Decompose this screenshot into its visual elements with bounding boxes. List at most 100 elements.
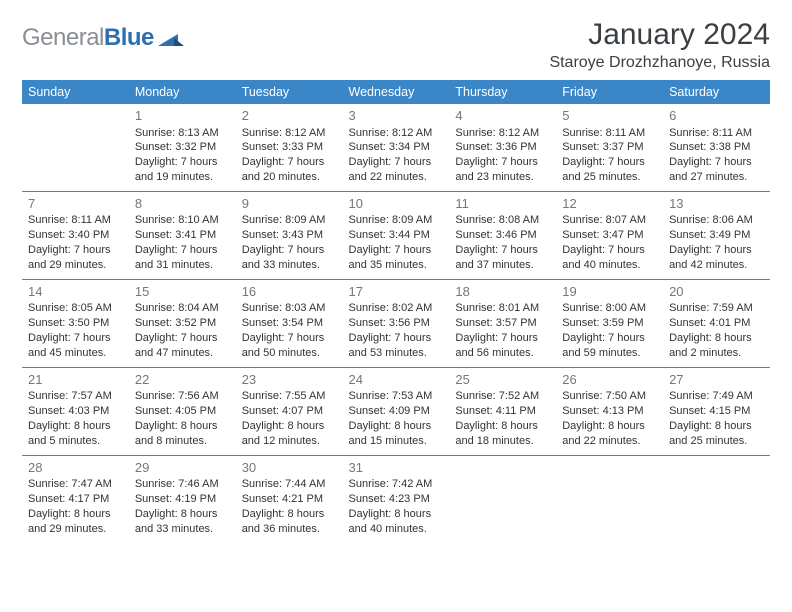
sunset-line: Sunset: 3:56 PM [349, 316, 444, 331]
day-number: 11 [455, 195, 550, 213]
daylight-line: Daylight: 7 hours [28, 331, 123, 346]
daylight-line: and 29 minutes. [28, 522, 123, 537]
daylight-line: and 5 minutes. [28, 434, 123, 449]
calendar-cell: 18Sunrise: 8:01 AMSunset: 3:57 PMDayligh… [449, 279, 556, 367]
location-subtitle: Staroye Drozhzhanoye, Russia [549, 54, 770, 72]
sunset-line: Sunset: 4:17 PM [28, 492, 123, 507]
calendar-cell: 3Sunrise: 8:12 AMSunset: 3:34 PMDaylight… [343, 104, 450, 191]
sunset-line: Sunset: 3:38 PM [669, 140, 764, 155]
sunset-line: Sunset: 3:34 PM [349, 140, 444, 155]
daylight-line: Daylight: 7 hours [455, 155, 550, 170]
header: GeneralBlue January 2024 Staroye Drozhzh… [22, 18, 770, 72]
sunset-line: Sunset: 3:43 PM [242, 228, 337, 243]
daylight-line: Daylight: 8 hours [669, 331, 764, 346]
calendar-cell [449, 455, 556, 542]
daylight-line: Daylight: 7 hours [28, 243, 123, 258]
sunrise-line: Sunrise: 8:00 AM [562, 301, 657, 316]
daylight-line: and 23 minutes. [455, 170, 550, 185]
sunrise-line: Sunrise: 8:06 AM [669, 213, 764, 228]
daylight-line: and 45 minutes. [28, 346, 123, 361]
daylight-line: Daylight: 7 hours [562, 243, 657, 258]
brand-text: GeneralBlue [22, 24, 154, 52]
calendar-cell: 29Sunrise: 7:46 AMSunset: 4:19 PMDayligh… [129, 455, 236, 542]
calendar-cell: 2Sunrise: 8:12 AMSunset: 3:33 PMDaylight… [236, 104, 343, 191]
day-header: Tuesday [236, 80, 343, 104]
sunset-line: Sunset: 3:49 PM [669, 228, 764, 243]
calendar-cell: 13Sunrise: 8:06 AMSunset: 3:49 PMDayligh… [663, 191, 770, 279]
sunrise-line: Sunrise: 8:02 AM [349, 301, 444, 316]
daylight-line: Daylight: 8 hours [562, 419, 657, 434]
sunrise-line: Sunrise: 8:04 AM [135, 301, 230, 316]
daylight-line: and 27 minutes. [669, 170, 764, 185]
daylight-line: and 47 minutes. [135, 346, 230, 361]
calendar-cell: 22Sunrise: 7:56 AMSunset: 4:05 PMDayligh… [129, 367, 236, 455]
daylight-line: and 59 minutes. [562, 346, 657, 361]
sunrise-line: Sunrise: 7:46 AM [135, 477, 230, 492]
daylight-line: Daylight: 8 hours [349, 419, 444, 434]
day-number: 19 [562, 283, 657, 301]
title-block: January 2024 Staroye Drozhzhanoye, Russi… [549, 18, 770, 72]
calendar-cell: 9Sunrise: 8:09 AMSunset: 3:43 PMDaylight… [236, 191, 343, 279]
sunrise-line: Sunrise: 7:55 AM [242, 389, 337, 404]
calendar-cell: 1Sunrise: 8:13 AMSunset: 3:32 PMDaylight… [129, 104, 236, 191]
daylight-line: Daylight: 7 hours [135, 243, 230, 258]
calendar-cell: 4Sunrise: 8:12 AMSunset: 3:36 PMDaylight… [449, 104, 556, 191]
calendar-row: 28Sunrise: 7:47 AMSunset: 4:17 PMDayligh… [22, 455, 770, 542]
day-header: Thursday [449, 80, 556, 104]
calendar-cell: 25Sunrise: 7:52 AMSunset: 4:11 PMDayligh… [449, 367, 556, 455]
daylight-line: Daylight: 7 hours [135, 155, 230, 170]
daylight-line: Daylight: 7 hours [349, 243, 444, 258]
sunset-line: Sunset: 4:05 PM [135, 404, 230, 419]
daylight-line: Daylight: 7 hours [455, 331, 550, 346]
calendar-cell: 16Sunrise: 8:03 AMSunset: 3:54 PMDayligh… [236, 279, 343, 367]
sunset-line: Sunset: 4:23 PM [349, 492, 444, 507]
daylight-line: Daylight: 7 hours [242, 243, 337, 258]
day-number: 30 [242, 459, 337, 477]
sunset-line: Sunset: 4:07 PM [242, 404, 337, 419]
day-number: 24 [349, 371, 444, 389]
sunset-line: Sunset: 3:33 PM [242, 140, 337, 155]
brand-logo: GeneralBlue [22, 24, 186, 52]
day-number: 13 [669, 195, 764, 213]
sunrise-line: Sunrise: 7:56 AM [135, 389, 230, 404]
day-number: 8 [135, 195, 230, 213]
sunrise-line: Sunrise: 8:08 AM [455, 213, 550, 228]
month-title: January 2024 [549, 18, 770, 52]
daylight-line: and 15 minutes. [349, 434, 444, 449]
sunset-line: Sunset: 3:40 PM [28, 228, 123, 243]
sunset-line: Sunset: 4:21 PM [242, 492, 337, 507]
day-number: 29 [135, 459, 230, 477]
calendar-cell: 17Sunrise: 8:02 AMSunset: 3:56 PMDayligh… [343, 279, 450, 367]
sunrise-line: Sunrise: 8:12 AM [349, 126, 444, 141]
sunrise-line: Sunrise: 8:01 AM [455, 301, 550, 316]
brand-mark-icon [158, 28, 186, 48]
calendar-cell: 6Sunrise: 8:11 AMSunset: 3:38 PMDaylight… [663, 104, 770, 191]
sunset-line: Sunset: 3:44 PM [349, 228, 444, 243]
sunset-line: Sunset: 4:11 PM [455, 404, 550, 419]
daylight-line: Daylight: 7 hours [669, 155, 764, 170]
sunrise-line: Sunrise: 7:47 AM [28, 477, 123, 492]
brand-part2: Blue [104, 24, 154, 51]
calendar-row: 1Sunrise: 8:13 AMSunset: 3:32 PMDaylight… [22, 104, 770, 191]
day-number: 3 [349, 107, 444, 125]
day-number: 21 [28, 371, 123, 389]
calendar-cell: 23Sunrise: 7:55 AMSunset: 4:07 PMDayligh… [236, 367, 343, 455]
day-number: 27 [669, 371, 764, 389]
sunset-line: Sunset: 3:50 PM [28, 316, 123, 331]
sunset-line: Sunset: 3:36 PM [455, 140, 550, 155]
sunrise-line: Sunrise: 8:07 AM [562, 213, 657, 228]
sunset-line: Sunset: 4:03 PM [28, 404, 123, 419]
day-number: 15 [135, 283, 230, 301]
sunrise-line: Sunrise: 8:03 AM [242, 301, 337, 316]
calendar-cell: 24Sunrise: 7:53 AMSunset: 4:09 PMDayligh… [343, 367, 450, 455]
sunset-line: Sunset: 3:41 PM [135, 228, 230, 243]
day-number: 1 [135, 107, 230, 125]
brand-part1: General [22, 24, 104, 51]
calendar-cell: 21Sunrise: 7:57 AMSunset: 4:03 PMDayligh… [22, 367, 129, 455]
calendar-body: 1Sunrise: 8:13 AMSunset: 3:32 PMDaylight… [22, 104, 770, 543]
daylight-line: and 2 minutes. [669, 346, 764, 361]
daylight-line: and 36 minutes. [242, 522, 337, 537]
daylight-line: and 22 minutes. [562, 434, 657, 449]
calendar-row: 14Sunrise: 8:05 AMSunset: 3:50 PMDayligh… [22, 279, 770, 367]
calendar-cell: 31Sunrise: 7:42 AMSunset: 4:23 PMDayligh… [343, 455, 450, 542]
